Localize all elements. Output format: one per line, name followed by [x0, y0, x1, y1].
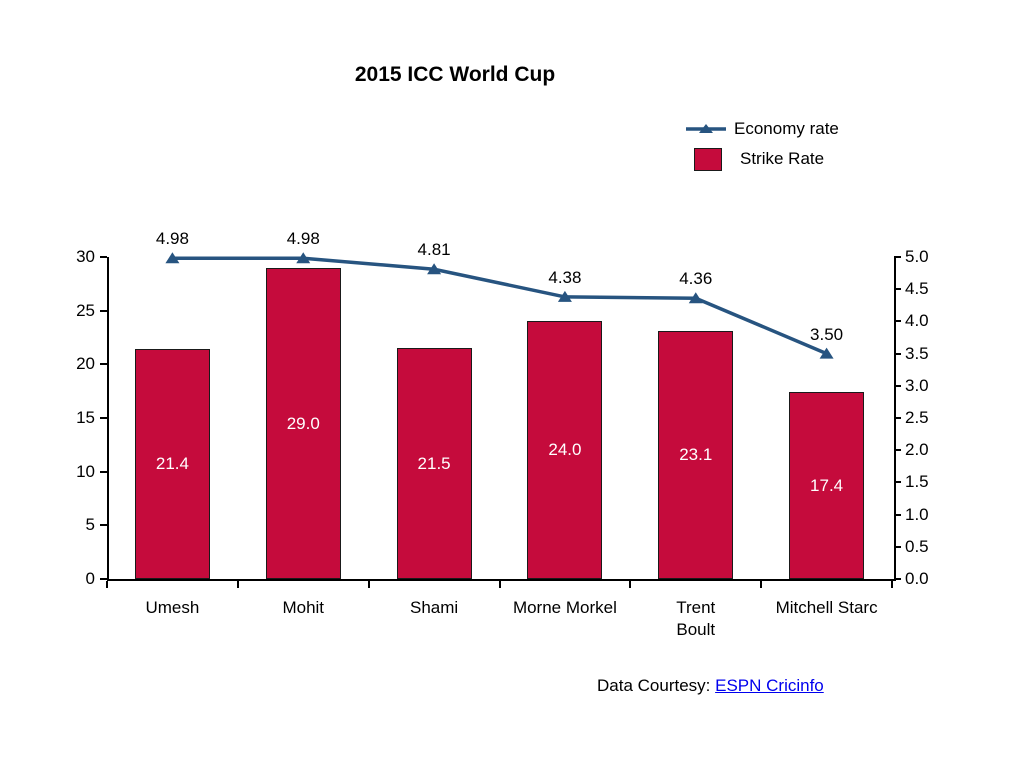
legend-item-strike-rate: Strike Rate — [686, 147, 839, 171]
left-axis-tickmark — [100, 309, 107, 312]
economy-rate-line-layer — [165, 252, 834, 359]
legend-label-economy-rate: Economy rate — [734, 119, 839, 138]
left-axis-tick-label: 25 — [76, 300, 95, 320]
x-axis-tickmark — [629, 581, 631, 588]
left-axis-tick-label: 15 — [76, 408, 95, 427]
right-axis-tickmark — [894, 384, 901, 387]
triangle-marker-icon — [427, 263, 442, 275]
economy-rate-value-label: 4.81 — [417, 240, 451, 260]
x-axis-tickmark — [891, 581, 893, 588]
category-label-shami: Shami — [409, 598, 459, 617]
x-axis-tickmark — [499, 581, 501, 588]
left-axis-tick-label: 0 — [85, 569, 95, 588]
left-axis-tick-label: 5 — [85, 515, 95, 535]
bar-value-label: 17.4 — [810, 475, 844, 495]
category-label-morne-morkel: Morne Morkel — [512, 598, 617, 617]
legend: Economy rate Strike Rate — [686, 118, 839, 178]
economy-rate-value-label: 4.98 — [286, 229, 320, 249]
triangle-marker-icon — [296, 252, 311, 264]
bar-shami — [396, 348, 472, 579]
right-axis-tickmark — [894, 417, 901, 419]
line-triangle-marker-icon — [686, 121, 726, 137]
data-courtesy-label: Data Courtesy: — [597, 676, 716, 695]
triangle-marker-icon — [165, 252, 180, 264]
right-axis-tick-label: 2.5 — [905, 408, 929, 427]
right-axis-tickmark — [894, 352, 901, 355]
bar-mohit — [265, 268, 341, 579]
x-axis-tickmark — [237, 581, 239, 588]
x-axis-tickmark — [106, 581, 108, 588]
right-axis-tickmark — [894, 513, 901, 516]
right-axis-tickmark — [894, 320, 901, 323]
square-swatch-icon — [686, 147, 726, 171]
x-axis-tickmark — [368, 581, 370, 588]
bar-value-label: 21.4 — [155, 454, 189, 473]
left-axis-tick-label: 20 — [76, 354, 95, 374]
bar-value-label: 29.0 — [286, 413, 320, 433]
bar-value-label: 23.1 — [679, 445, 713, 464]
right-axis-tick-label: 1.0 — [905, 504, 929, 524]
right-axis-tickmark — [894, 256, 901, 258]
right-axis-tick-label: 4.5 — [905, 279, 929, 299]
right-axis-tick-label: 2.0 — [905, 440, 929, 460]
triangle-marker-icon — [688, 292, 703, 304]
left-axis-tickmark — [100, 524, 107, 527]
right-axis-tick-label: 0.5 — [905, 536, 929, 556]
right-axis-tick-label: 5.0 — [905, 247, 929, 266]
triangle-marker-icon — [819, 347, 834, 359]
left-axis-tickmark — [100, 470, 107, 473]
espn-cricinfo-link[interactable]: ESPN Cricinfo — [715, 676, 824, 695]
right-axis-tickmark — [894, 481, 901, 484]
category-label-mohit: Mohit — [282, 598, 325, 617]
data-courtesy-note: Data Courtesy: ESPN Cricinfo — [597, 676, 824, 696]
right-axis-tickmark — [894, 578, 901, 580]
left-axis-tickmark — [100, 363, 107, 366]
right-axis-tick-label: 3.0 — [905, 375, 929, 395]
economy-rate-value-label: 4.36 — [679, 269, 713, 289]
legend-label-strike-rate: Strike Rate — [740, 149, 825, 168]
bar-umesh — [134, 349, 210, 579]
category-label-trent-boult: Trent Boult — [676, 598, 716, 639]
category-label-umesh: Umesh — [145, 598, 200, 617]
left-axis-tickmark — [100, 417, 107, 419]
plot-area — [107, 257, 896, 581]
economy-rate-value-label: 3.50 — [810, 324, 844, 344]
left-axis-tickmark — [100, 578, 107, 580]
triangle-marker-icon — [557, 290, 572, 302]
bar-value-label: 21.5 — [417, 453, 451, 473]
right-axis-tickmark — [894, 449, 901, 452]
left-axis-tick-label: 10 — [76, 461, 95, 481]
right-axis-tick-label: 1.5 — [905, 472, 929, 492]
economy-rate-value-label: 4.38 — [548, 267, 582, 287]
bar-morne-morkel — [527, 321, 603, 579]
right-axis-tickmark — [894, 545, 901, 548]
category-label-mitchell-starc: Mitchell Starc — [775, 598, 878, 617]
right-axis-tick-label: 4.0 — [905, 311, 929, 331]
right-axis-tickmark — [894, 288, 901, 291]
left-axis-tick-label: 30 — [76, 247, 95, 266]
economy-rate-value-label: 4.98 — [155, 229, 189, 249]
legend-item-economy-rate: Economy rate — [686, 118, 839, 140]
right-axis-tick-label: 3.5 — [905, 343, 929, 363]
economy-rate-line — [172, 256, 828, 356]
chart-title: 2015 ICC World Cup — [354, 63, 556, 86]
right-axis-tick-label: 0.0 — [905, 569, 929, 588]
bar-mitchell-starc — [789, 392, 865, 579]
bar-trent-boult — [658, 331, 734, 579]
bar-value-label: 24.0 — [548, 440, 582, 459]
x-axis-tickmark — [760, 581, 762, 588]
left-axis-tickmark — [100, 256, 107, 258]
